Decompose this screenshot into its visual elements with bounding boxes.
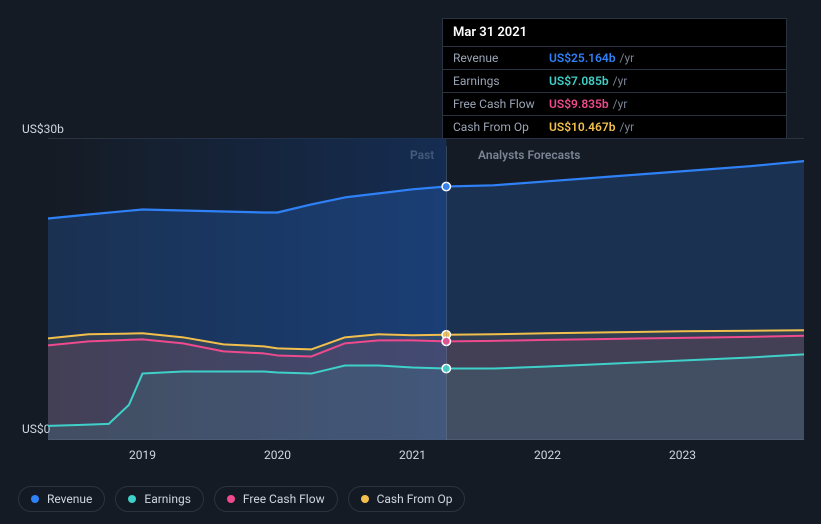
tooltip-unit: /yr	[613, 97, 628, 111]
legend-dot-icon	[361, 495, 369, 503]
legend-label: Revenue	[47, 492, 92, 506]
y-axis-min-label: US$0	[22, 422, 50, 436]
tooltip-label: Earnings	[453, 74, 549, 88]
tooltip-label: Revenue	[453, 51, 549, 65]
tooltip-unit: /yr	[613, 74, 628, 88]
data-tooltip: Mar 31 2021 Revenue US$25.164b /yr Earni…	[442, 18, 787, 139]
tooltip-unit: /yr	[620, 120, 635, 134]
legend-dot-icon	[227, 495, 235, 503]
legend-label: Free Cash Flow	[243, 492, 325, 506]
tooltip-date: Mar 31 2021	[443, 19, 786, 47]
legend-item-earnings[interactable]: Earnings	[115, 486, 204, 512]
tooltip-row-earnings: Earnings US$7.085b /yr	[443, 70, 786, 93]
financial-forecast-chart: { "chart": { "type": "area", "background…	[0, 0, 821, 524]
tooltip-row-cashop: Cash From Op US$10.467b /yr	[443, 116, 786, 138]
legend-dot-icon	[128, 495, 136, 503]
x-tick-label: 2019	[129, 448, 156, 462]
x-tick-label: 2020	[264, 448, 291, 462]
y-axis-max-label: US$30b	[22, 122, 64, 136]
tooltip-value: US$25.164b	[549, 51, 616, 65]
legend-item-fcf[interactable]: Free Cash Flow	[214, 486, 338, 512]
tooltip-row-revenue: Revenue US$25.164b /yr	[443, 47, 786, 70]
area-chart	[48, 138, 804, 440]
tooltip-value: US$9.835b	[549, 97, 609, 111]
tooltip-label: Free Cash Flow	[453, 97, 549, 111]
past-forecast-divider	[446, 146, 447, 440]
legend-dot-icon	[31, 495, 39, 503]
legend: Revenue Earnings Free Cash Flow Cash Fro…	[18, 486, 465, 512]
tooltip-unit: /yr	[620, 51, 635, 65]
tooltip-value: US$10.467b	[549, 120, 616, 134]
x-tick-label: 2021	[399, 448, 426, 462]
tooltip-label: Cash From Op	[453, 120, 549, 134]
legend-item-revenue[interactable]: Revenue	[18, 486, 105, 512]
x-tick-label: 2023	[669, 448, 696, 462]
tooltip-value: US$7.085b	[549, 74, 609, 88]
legend-item-cashop[interactable]: Cash From Op	[348, 486, 466, 512]
tooltip-row-fcf: Free Cash Flow US$9.835b /yr	[443, 93, 786, 116]
legend-label: Earnings	[144, 492, 191, 506]
legend-label: Cash From Op	[377, 492, 453, 506]
x-tick-label: 2022	[534, 448, 561, 462]
